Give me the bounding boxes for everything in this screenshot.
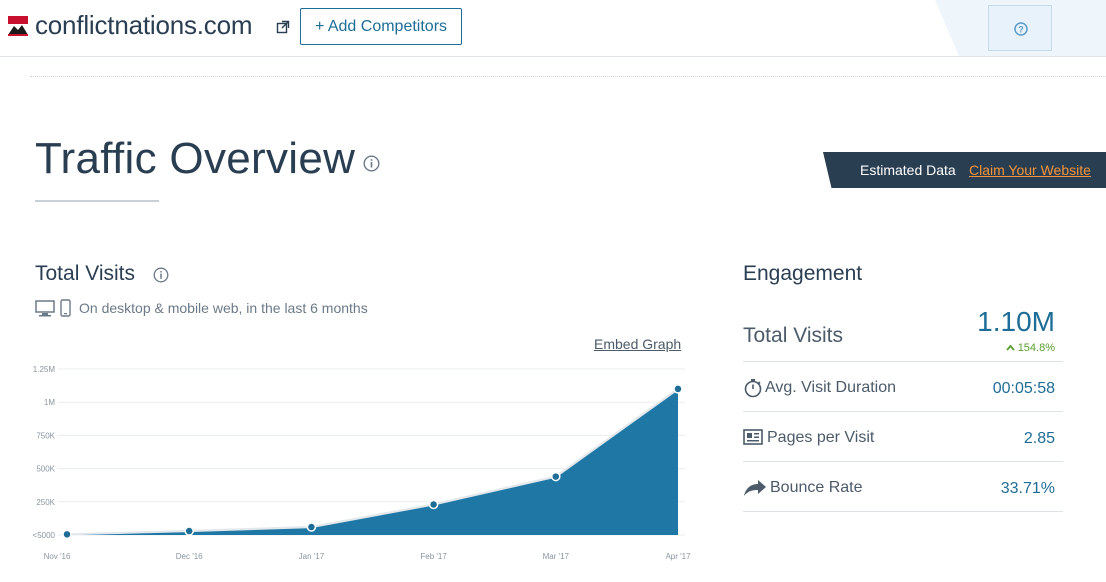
estimated-data-label: Estimated Data [860, 162, 956, 178]
chart-data-point [184, 526, 194, 536]
external-link-icon[interactable] [276, 20, 290, 34]
chevron-up-icon [1006, 344, 1015, 351]
chart-data-point [428, 499, 439, 510]
chart-y-tick-label: 250K [36, 498, 55, 507]
chart-data-point [551, 471, 561, 482]
avg-visit-duration-value: 00:05:58 [992, 380, 1055, 397]
info-icon[interactable] [153, 267, 169, 283]
embed-graph-link[interactable]: Embed Graph [594, 336, 682, 352]
chart-x-tick-label: Dec '16 [176, 552, 203, 561]
chart-data-point [306, 522, 317, 532]
chart-x-tick-label: Mar '17 [543, 552, 570, 561]
engagement-divider [743, 361, 1063, 362]
bounce-rate-value: 33.71% [1000, 480, 1055, 497]
chart-y-tick-label: 500K [36, 465, 55, 474]
chart-x-tick-label: Nov '16 [44, 552, 71, 561]
pages-per-visit-label: Pages per Visit [767, 429, 875, 446]
chart-x-tick-label: Feb '17 [420, 552, 447, 561]
stopwatch-icon [744, 379, 762, 398]
visits-change-badge: 154.8% [1006, 342, 1055, 354]
chart-x-tick-label: Jan '17 [299, 552, 325, 561]
page-title: Traffic Overview [35, 134, 356, 183]
help-button[interactable]: ? [988, 5, 1052, 51]
total-visits-chart: <5000 250K 500K 750K 1M 1.25M Nov '16 Dec '16 Ja… [33, 365, 692, 561]
engagement-divider [743, 461, 1063, 462]
total-visits-subtitle: On desktop & mobile web, in the last 6 m… [79, 300, 368, 316]
engagement-divider [743, 511, 1063, 512]
engagement-total-visits-label: Total Visits [743, 324, 843, 347]
add-competitors-button[interactable]: + Add Competitors [300, 8, 462, 45]
chart-series-line [66, 388, 679, 536]
engagement-divider [743, 411, 1063, 412]
estimated-data-banner: Estimated Data Claim Your Website [823, 152, 1106, 188]
mobile-icon [60, 299, 71, 317]
pages-icon [743, 429, 763, 445]
chart-data-point [62, 529, 72, 540]
chart-data-point [673, 384, 683, 394]
site-name: conflictnations.com [35, 10, 253, 40]
chart-area [67, 388, 678, 535]
avg-visit-duration-label: Avg. Visit Duration [765, 379, 897, 396]
total-visits-heading: Total Visits [35, 262, 135, 285]
site-favicon-icon [7, 15, 29, 37]
help-icon: ? [1014, 22, 1028, 36]
svg-text:?: ? [1018, 25, 1024, 35]
engagement-heading: Engagement [743, 262, 863, 285]
info-icon[interactable] [363, 155, 380, 172]
chart-y-tick-label: 1M [44, 398, 55, 407]
chart-y-tick-label: <5000 [33, 531, 56, 540]
pages-per-visit-value: 2.85 [1023, 430, 1055, 447]
desktop-icon [35, 300, 55, 317]
visits-change-value: 154.8% [1017, 342, 1055, 354]
section-divider [30, 76, 1106, 77]
title-underline [35, 200, 159, 202]
claim-website-link[interactable]: Claim Your Website [969, 162, 1091, 178]
chart-x-tick-label: Apr '17 [665, 552, 691, 561]
chart-y-tick-label: 750K [36, 431, 55, 440]
bounce-rate-label: Bounce Rate [770, 479, 863, 496]
top-bar: conflictnations.com + Add Competitors ? [0, 0, 1106, 57]
chart-y-tick-label: 1.25M [33, 365, 56, 374]
bounce-arrow-icon [744, 480, 766, 496]
engagement-total-visits-value: 1.10M [977, 306, 1055, 337]
